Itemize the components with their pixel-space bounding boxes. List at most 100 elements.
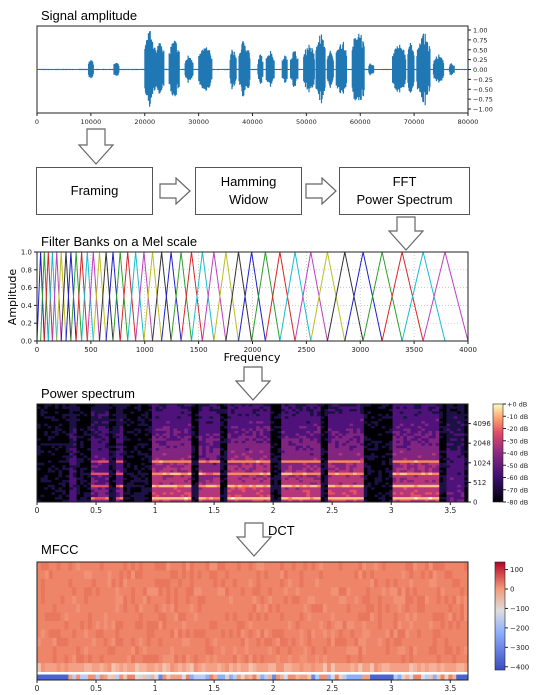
power-spectrum-cell	[335, 435, 340, 439]
power-spectrum-cell	[230, 416, 235, 420]
power-spectrum-cell	[126, 421, 131, 424]
power-spectrum-cell	[159, 475, 164, 478]
power-spectrum-cell	[306, 479, 311, 483]
power-spectrum-cell	[209, 460, 214, 464]
power-spectrum-x-tick-label: 2.5	[326, 506, 338, 515]
power-spectrum-cell	[58, 482, 63, 486]
power-spectrum-cell	[460, 413, 465, 417]
power-spectrum-cell	[241, 465, 246, 469]
power-spectrum-cell	[83, 494, 88, 498]
power-spectrum-cell	[83, 450, 88, 454]
power-spectrum-cell	[245, 428, 250, 432]
power-spectrum-cell	[76, 494, 81, 498]
power-spectrum-cell	[353, 465, 358, 469]
power-spectrum-cell	[65, 489, 70, 493]
power-spectrum-cell	[166, 450, 171, 454]
power-spectrum-cell	[130, 479, 135, 483]
power-spectrum-cell	[327, 435, 332, 439]
power-spectrum-cell	[410, 467, 415, 471]
power-spectrum-cell	[69, 448, 74, 451]
signal-waveform	[36, 31, 469, 107]
power-spectrum-cell	[202, 416, 207, 420]
power-spectrum-cell	[248, 416, 253, 420]
power-spectrum-cell	[327, 482, 332, 486]
power-spectrum-cell	[205, 445, 210, 449]
power-spectrum-cell	[245, 430, 250, 434]
power-spectrum-cell	[288, 477, 293, 481]
power-spectrum-cell	[83, 457, 88, 461]
power-spectrum-cell	[87, 445, 92, 449]
power-spectrum-cell	[353, 443, 358, 447]
power-spectrum-cell	[252, 487, 257, 491]
power-spectrum-cell	[457, 497, 462, 500]
power-spectrum-cell	[453, 499, 458, 503]
power-spectrum-cell	[223, 457, 228, 461]
power-spectrum-cell	[198, 433, 203, 437]
power-spectrum-cell	[403, 430, 408, 434]
power-spectrum-cell	[144, 406, 149, 410]
power-spectrum-cell	[442, 494, 447, 498]
power-spectrum-cell	[317, 450, 322, 454]
power-spectrum-cell	[44, 460, 49, 464]
power-spectrum-cell	[169, 448, 174, 451]
power-spectrum-cell	[432, 416, 437, 420]
power-spectrum-cell	[40, 404, 45, 407]
power-spectrum-cell	[252, 421, 257, 424]
power-spectrum-cell	[241, 460, 246, 464]
power-spectrum-cell	[442, 472, 447, 476]
power-spectrum-cell	[162, 450, 167, 454]
power-spectrum-cell	[159, 462, 164, 466]
power-spectrum-cell	[198, 443, 203, 447]
power-spectrum-cell	[72, 408, 77, 412]
power-spectrum-cell	[220, 428, 225, 432]
power-spectrum-cell	[80, 418, 85, 422]
power-spectrum-cell	[288, 438, 293, 442]
power-spectrum-cell	[356, 406, 361, 410]
power-spectrum-cell	[417, 455, 422, 459]
power-spectrum-cell	[259, 418, 264, 422]
power-spectrum-cell	[72, 494, 77, 498]
power-spectrum-cell	[126, 477, 131, 481]
power-spectrum-cell	[435, 418, 440, 422]
power-spectrum-cell	[130, 443, 135, 447]
power-spectrum-cell	[450, 489, 455, 493]
power-spectrum-cell	[130, 457, 135, 461]
power-spectrum-cell	[151, 479, 156, 483]
power-spectrum-cell	[439, 467, 444, 471]
power-spectrum-cell	[54, 413, 59, 417]
power-spectrum-cell	[378, 497, 383, 500]
power-spectrum-cell	[388, 489, 393, 493]
power-spectrum-cell	[177, 467, 182, 471]
power-spectrum-cell	[69, 467, 74, 471]
power-spectrum-cell	[353, 404, 358, 407]
power-spectrum-cell	[374, 433, 379, 437]
power-spectrum-cell	[137, 475, 142, 478]
power-spectrum-cell	[76, 416, 81, 420]
power-spectrum-cell	[112, 477, 117, 481]
power-spectrum-cell	[342, 479, 347, 483]
power-spectrum-cell	[266, 497, 271, 500]
power-spectrum-cell	[284, 404, 289, 407]
fft-label-line1: FFT	[392, 174, 417, 189]
power-spectrum-cell	[335, 428, 340, 432]
power-spectrum-cell	[184, 411, 189, 415]
power-spectrum-cell	[374, 423, 379, 427]
power-spectrum-cell	[133, 404, 138, 407]
power-spectrum-cell	[406, 479, 411, 483]
power-spectrum-cell	[371, 465, 376, 469]
power-spectrum-cell	[101, 470, 106, 473]
power-spectrum-cell	[274, 470, 279, 473]
power-spectrum-cell	[151, 433, 156, 437]
power-spectrum-cell	[421, 440, 426, 444]
power-spectrum-cell	[320, 457, 325, 461]
power-spectrum-y-tick-label: 2048	[473, 440, 491, 448]
power-spectrum-cell	[277, 472, 282, 476]
power-spectrum-cell	[417, 497, 422, 500]
power-spectrum-cell	[173, 416, 178, 420]
power-spectrum-cell	[223, 448, 228, 451]
power-spectrum-cell	[309, 472, 314, 476]
power-spectrum-cell	[123, 494, 128, 498]
power-spectrum-cell	[119, 482, 124, 486]
power-spectrum-cell	[62, 443, 67, 447]
power-spectrum-cell	[248, 484, 253, 488]
